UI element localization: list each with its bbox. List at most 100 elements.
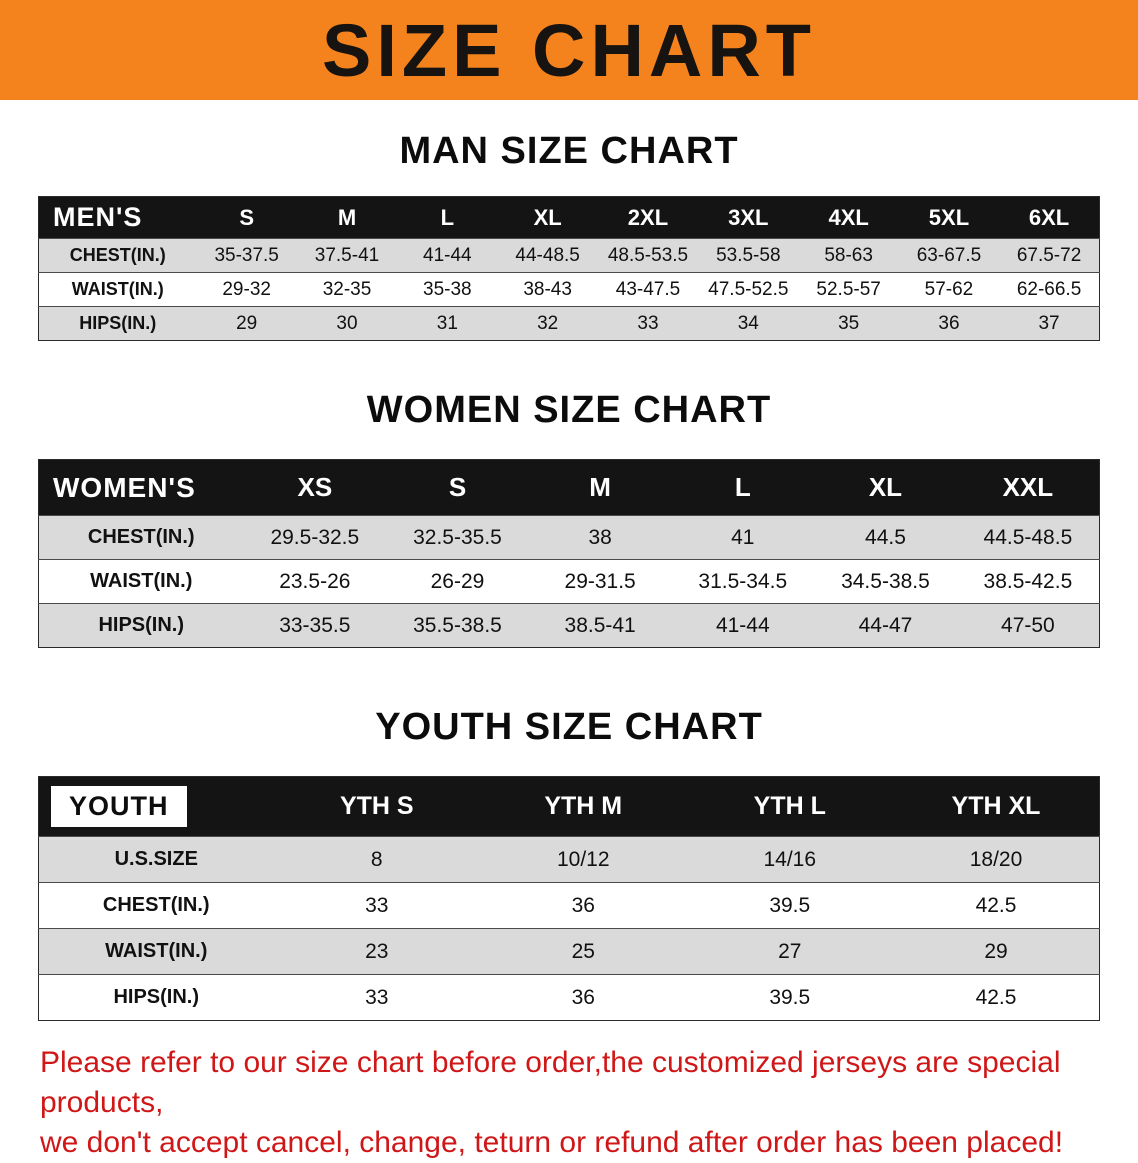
table-cell: 67.5-72 [1016,244,1082,266]
table-cell: 8 [370,847,383,871]
men-size-section: MAN SIZE CHART MEN'S S M L XL 2XL 3XL 4X… [0,128,1138,341]
table-cell: 38 [588,525,612,549]
women-chest-row: CHEST(IN.) 29.5-32.5 32.5-35.5 38 41 44.… [38,515,1100,560]
row-label: CHEST(IN.) [102,894,210,916]
table-cell: 26-29 [430,569,485,593]
row-label: WAIST(IN.) [90,570,193,592]
men-header-row: MEN'S S M L XL 2XL 3XL 4XL 5XL 6XL [38,196,1100,239]
table-cell: 48.5-53.5 [607,244,689,266]
men-size-header: L [440,204,455,230]
men-size-header: 6XL [1028,204,1070,230]
youth-waist-row: WAIST(IN.) 23 25 27 29 [38,928,1100,975]
table-cell: 32-35 [322,278,372,300]
table-cell: 38-43 [523,278,572,300]
women-header-row: WOMEN'S XS S M L XL XXL [38,459,1100,516]
women-size-table: WOMEN'S XS S M L XL XXL CHEST(IN.) 29.5-… [38,459,1100,648]
disclaimer-line-1: Please refer to our size chart before or… [40,1046,1061,1119]
women-size-header: M [589,472,611,502]
table-cell: 27 [778,939,802,963]
page-title: SIZE CHART [322,8,816,92]
table-cell: 35.5-38.5 [413,613,502,637]
men-size-header: XL [533,204,562,230]
row-label: HIPS(IN.) [79,313,157,333]
table-cell: 47.5-52.5 [708,278,789,300]
youth-size-section: YOUTH SIZE CHART YOUTH YTH S YTH M YTH L… [0,704,1138,1021]
youth-section-heading: YOUTH SIZE CHART [375,706,763,748]
table-cell: 37.5-41 [314,244,380,266]
women-size-header: XL [868,472,903,502]
youth-ussize-row: U.S.SIZE 8 10/12 14/16 18/20 [38,836,1100,883]
men-size-header: S [239,204,254,230]
title-banner: SIZE CHART [0,0,1138,100]
row-label: HIPS(IN.) [98,614,185,636]
table-cell: 39.5 [769,985,811,1009]
youth-size-header: YTH L [753,792,826,820]
women-hips-row: HIPS(IN.) 33-35.5 35.5-38.5 38.5-41 41-4… [38,603,1100,648]
table-cell: 33 [365,985,389,1009]
table-cell: 41-44 [423,244,472,266]
table-cell: 38.5-41 [564,613,636,637]
table-cell: 44-47 [858,613,913,637]
youth-label-chip: YOUTH [51,786,187,827]
row-label: WAIST(IN.) [71,279,164,299]
youth-size-header: YTH M [544,792,623,820]
men-section-heading: MAN SIZE CHART [399,130,739,172]
table-cell: 36 [571,985,595,1009]
men-size-header: 5XL [928,204,970,230]
table-cell: 58-63 [824,244,873,266]
table-cell: 31 [436,312,458,334]
table-cell: 63-67.5 [916,244,982,266]
table-cell: 36 [938,312,960,334]
table-cell: 25 [571,939,595,963]
row-label: WAIST(IN.) [105,940,208,962]
table-cell: 43-47.5 [615,278,681,300]
table-cell: 29 [984,939,1008,963]
men-size-header: 4XL [828,204,869,230]
men-hips-row: HIPS(IN.) 29 30 31 32 33 34 35 36 37 [38,306,1100,341]
table-cell: 37 [1038,312,1060,334]
table-cell: 33-35.5 [279,613,351,637]
table-cell: 62-66.5 [1016,278,1082,300]
table-cell: 35-37.5 [214,244,279,266]
table-cell: 41-44 [715,613,770,637]
table-cell: 32 [537,312,559,334]
table-cell: 14/16 [763,847,817,871]
row-label: U.S.SIZE [114,848,198,870]
table-cell: 29-31.5 [564,569,636,593]
table-cell: 33 [365,893,389,917]
row-label: HIPS(IN.) [113,986,200,1008]
table-cell: 44-48.5 [515,244,580,266]
women-size-header: L [734,472,751,502]
table-cell: 36 [571,893,595,917]
table-cell: 38.5-42.5 [983,569,1073,593]
table-cell: 44.5 [865,525,906,549]
row-label: CHEST(IN.) [69,245,166,265]
men-chest-row: CHEST(IN.) 35-37.5 37.5-41 41-44 44-48.5… [38,238,1100,273]
men-size-header: 2XL [627,204,669,230]
youth-size-header: YTH XL [951,792,1041,820]
table-cell: 52.5-57 [816,278,881,300]
men-size-header: M [337,204,357,230]
youth-size-header: YTH S [339,792,414,820]
table-cell: 29.5-32.5 [270,525,360,549]
table-cell: 47-50 [1001,613,1055,637]
table-cell: 33 [637,312,659,334]
youth-group-label: YOUTH [39,777,274,837]
table-cell: 35-38 [423,278,472,300]
table-cell: 44.5-48.5 [983,525,1073,549]
youth-header-row: YOUTH YTH S YTH M YTH L YTH XL [38,776,1100,837]
table-cell: 34.5-38.5 [841,569,930,593]
women-section-heading: WOMEN SIZE CHART [366,389,772,431]
women-size-header: S [448,472,467,502]
table-cell: 23 [365,939,389,963]
table-cell: 29-32 [222,278,271,300]
men-group-label: MEN'S [53,202,143,232]
women-size-header: XS [297,472,333,502]
men-size-table: MEN'S S M L XL 2XL 3XL 4XL 5XL 6XL CHEST… [38,196,1100,341]
disclaimer: Please refer to our size chart before or… [0,1043,1138,1163]
table-cell: 53.5-58 [716,244,781,266]
table-cell: 10/12 [556,847,610,871]
table-cell: 31.5-34.5 [698,569,788,593]
table-cell: 30 [336,312,358,334]
